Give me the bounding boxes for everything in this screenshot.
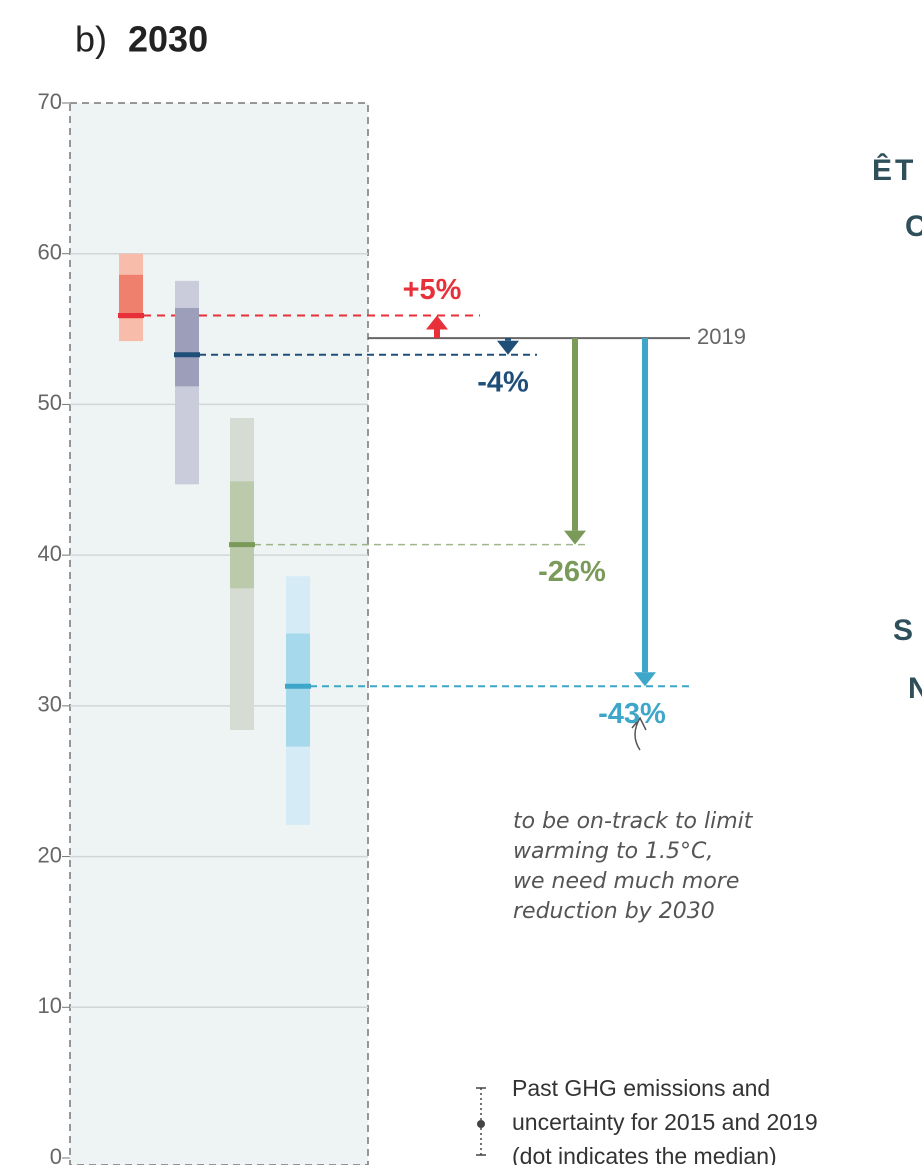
likely-bar xyxy=(175,307,199,387)
annotation-text: we need much more xyxy=(513,869,739,894)
likely-bar xyxy=(230,481,254,589)
y-tick-label: 30 xyxy=(38,692,62,717)
side-text: ÊT xyxy=(872,153,916,187)
change-arrow-head xyxy=(634,672,656,687)
legend-text: Past GHG emissions and xyxy=(512,1075,770,1101)
annotation-text: warming to 1.5°C, xyxy=(513,839,713,864)
change-arrow-head xyxy=(497,340,519,355)
legend-icon xyxy=(476,1087,486,1156)
y-tick-label: 10 xyxy=(38,993,62,1018)
legend-text: uncertainty for 2015 and 2019 xyxy=(512,1109,818,1135)
change-label: +5% xyxy=(403,274,462,306)
change-label: -43% xyxy=(598,698,666,730)
change-arrow-head xyxy=(564,530,586,545)
y-tick-label: 40 xyxy=(38,541,62,566)
likely-bar xyxy=(286,633,310,747)
change-label: -26% xyxy=(538,556,606,588)
likely-bar xyxy=(119,274,143,319)
reference-label: 2019 xyxy=(697,324,746,349)
y-tick-label: 50 xyxy=(38,390,62,415)
annotation-text: to be on-track to limit xyxy=(513,809,754,834)
annotation-text: reduction by 2030 xyxy=(513,899,715,924)
y-tick-label: 20 xyxy=(38,842,62,867)
annotation-arrow xyxy=(631,716,647,751)
panel xyxy=(69,102,369,1165)
change-arrow-head xyxy=(426,315,448,330)
side-text: S xyxy=(893,614,916,647)
y-tick-label: 0 xyxy=(50,1144,62,1165)
side-text: N xyxy=(908,672,922,705)
change-label: -4% xyxy=(477,366,529,398)
chart-title: 2030 xyxy=(128,19,208,60)
side-text: C xyxy=(905,210,922,243)
legend-text: (dot indicates the median) xyxy=(512,1143,777,1165)
y-tick-label: 70 xyxy=(38,89,62,114)
panel-label: b) xyxy=(75,19,107,60)
y-tick-label: 60 xyxy=(38,240,62,265)
